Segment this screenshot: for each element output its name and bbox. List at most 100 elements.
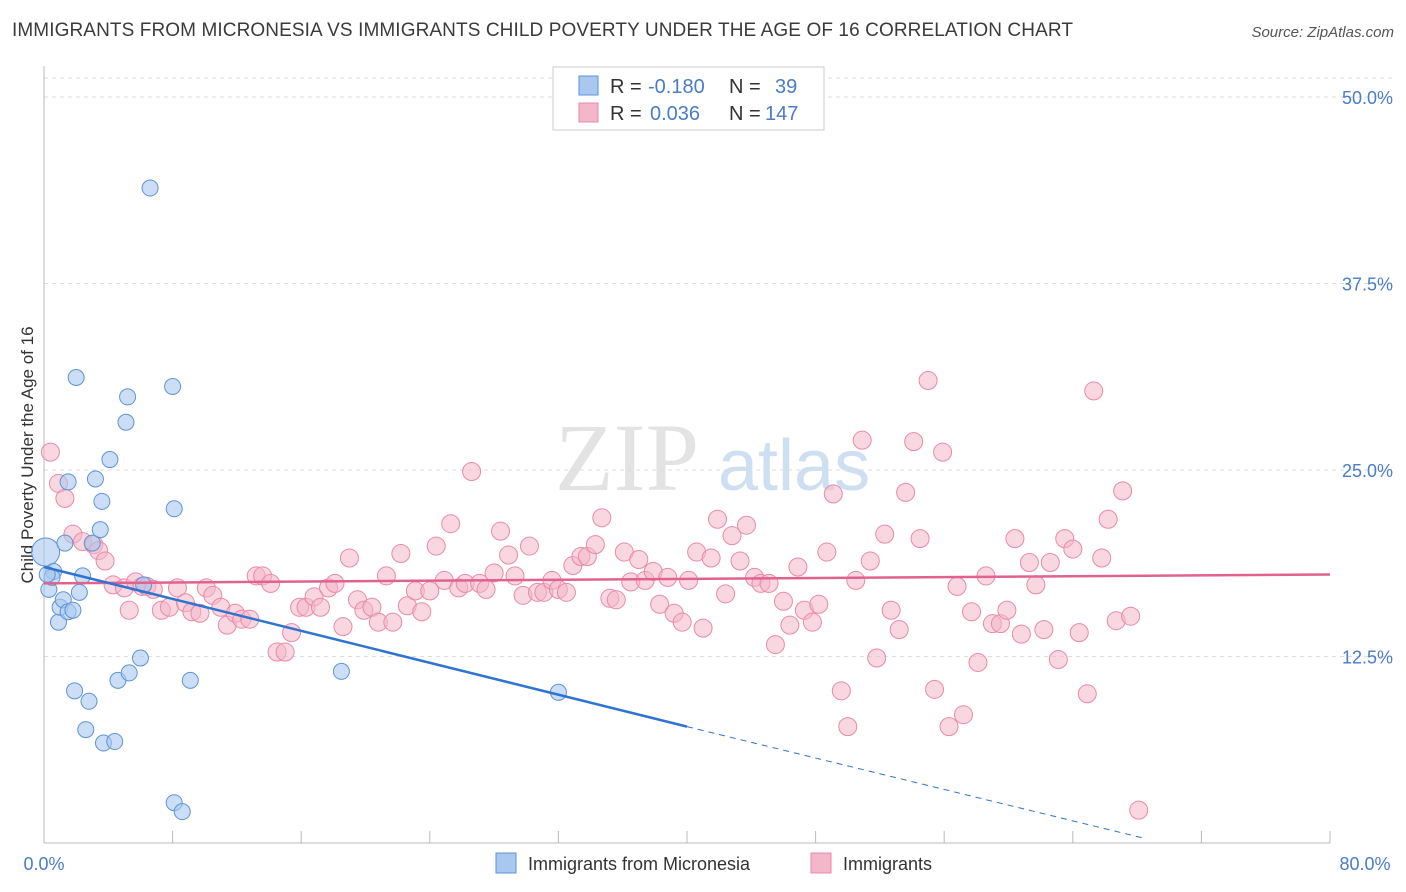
y-tick-label: 50.0% <box>1342 88 1393 108</box>
immigrants-point <box>933 442 953 462</box>
immigrants-point <box>773 591 793 611</box>
immigrants-point <box>629 550 649 570</box>
immigrants-point <box>925 679 945 699</box>
immigrants-point <box>947 576 967 596</box>
micronesia-point <box>119 388 137 406</box>
series-legend: Immigrants from Micronesia Immigrants <box>495 852 932 874</box>
immigrants-point <box>383 612 403 632</box>
immigrants-series <box>40 370 1149 820</box>
immigrants-point <box>441 514 461 534</box>
immigrants-point <box>505 566 525 586</box>
immigrants-point <box>476 579 496 599</box>
bottom-legend-label-immigrants: Immigrants <box>843 854 932 874</box>
immigrants-point <box>159 597 179 617</box>
immigrants-point <box>910 529 930 549</box>
x-tick-label: 80.0% <box>1339 854 1390 874</box>
legend-n-value-immigrants: 147 <box>765 103 798 125</box>
legend-swatch-immigrants <box>578 102 599 123</box>
immigrants-point <box>1026 575 1046 595</box>
micronesia-point <box>83 534 101 552</box>
micronesia-trend-line-extension <box>686 726 1146 840</box>
immigrants-point <box>1005 529 1025 549</box>
immigrants-point <box>838 717 858 737</box>
immigrants-point <box>1092 548 1112 568</box>
immigrants-point <box>1098 509 1118 529</box>
x-tick-label: 0.0% <box>23 854 64 874</box>
micronesia-point <box>91 521 109 539</box>
immigrants-point <box>391 544 411 564</box>
legend-r-value-micronesia: -0.180 <box>648 76 705 98</box>
y-axis-label: Child Poverty Under the Age of 16 <box>18 326 37 583</box>
immigrants-point <box>780 615 800 635</box>
micronesia-series <box>31 179 567 821</box>
immigrants-point <box>1069 623 1089 643</box>
immigrants-point <box>1129 800 1149 820</box>
immigrants-point <box>95 551 115 571</box>
micronesia-point <box>66 682 84 700</box>
y-tick-labels: 12.5% 25.0% 37.5% 50.0% <box>1342 88 1393 668</box>
immigrants-point <box>1011 624 1031 644</box>
watermark-atlas: atlas <box>718 426 870 506</box>
immigrants-point <box>708 509 728 529</box>
chart-title: IMMIGRANTS FROM MICRONESIA VS IMMIGRANTS… <box>12 20 1074 41</box>
legend-r-label-micronesia: R = <box>610 76 642 98</box>
legend-n-label-micronesia: N = <box>729 76 761 98</box>
stats-legend: R = -0.180 N = 39 R = 0.036 N = 147 <box>552 66 825 131</box>
micronesia-point <box>31 537 61 567</box>
immigrants-point <box>484 563 504 583</box>
immigrants-point <box>585 535 605 555</box>
immigrants-point <box>592 508 612 528</box>
immigrants-point <box>809 594 829 614</box>
immigrants-point <box>462 461 482 481</box>
immigrants-point <box>275 642 295 662</box>
immigrants-point <box>953 705 973 725</box>
immigrants-point <box>997 600 1017 620</box>
legend-swatch-micronesia <box>578 75 599 96</box>
immigrants-point <box>119 600 139 620</box>
micronesia-point <box>332 662 350 680</box>
micronesia-point <box>117 413 135 431</box>
micronesia-point <box>173 803 191 821</box>
immigrants-point <box>716 584 736 604</box>
micronesia-point <box>165 500 183 518</box>
micronesia-point <box>86 470 104 488</box>
immigrants-point <box>1113 481 1133 501</box>
y-tick-label: 37.5% <box>1342 275 1393 295</box>
bottom-legend-label-micronesia: Immigrants from Micronesia <box>528 854 751 874</box>
immigrants-point <box>40 442 60 462</box>
immigrants-point <box>1121 606 1141 626</box>
immigrants-point <box>701 548 721 568</box>
immigrants-point <box>333 617 353 637</box>
bottom-legend-swatch-immigrants <box>810 852 832 874</box>
y-tick-label: 12.5% <box>1342 648 1393 668</box>
micronesia-point <box>164 377 182 395</box>
immigrants-point <box>261 573 281 593</box>
immigrants-point <box>968 652 988 672</box>
micronesia-point <box>181 671 199 689</box>
immigrants-point <box>519 536 539 556</box>
immigrants-point <box>817 542 837 562</box>
immigrants-point <box>190 603 210 623</box>
legend-n-label-immigrants: N = <box>729 103 761 125</box>
bottom-legend-swatch-micronesia <box>495 852 517 874</box>
trend-lines <box>43 565 1331 840</box>
immigrants-point <box>679 570 699 590</box>
immigrants-point <box>1048 649 1068 669</box>
micronesia-point <box>120 664 138 682</box>
immigrants-point <box>339 548 359 568</box>
micronesia-point <box>106 733 124 751</box>
immigrants-point <box>852 430 872 450</box>
immigrants-point <box>325 573 345 593</box>
immigrants-point <box>831 681 851 701</box>
micronesia-point <box>67 368 85 386</box>
micronesia-point <box>70 583 88 601</box>
micronesia-trend-line <box>43 565 688 728</box>
immigrants-point <box>881 600 901 620</box>
immigrants-point <box>658 567 678 587</box>
immigrants-point <box>802 612 822 632</box>
legend-r-label-immigrants: R = <box>610 103 642 125</box>
immigrants-point <box>1077 684 1097 704</box>
micronesia-point <box>77 721 95 739</box>
immigrants-point <box>889 620 909 640</box>
